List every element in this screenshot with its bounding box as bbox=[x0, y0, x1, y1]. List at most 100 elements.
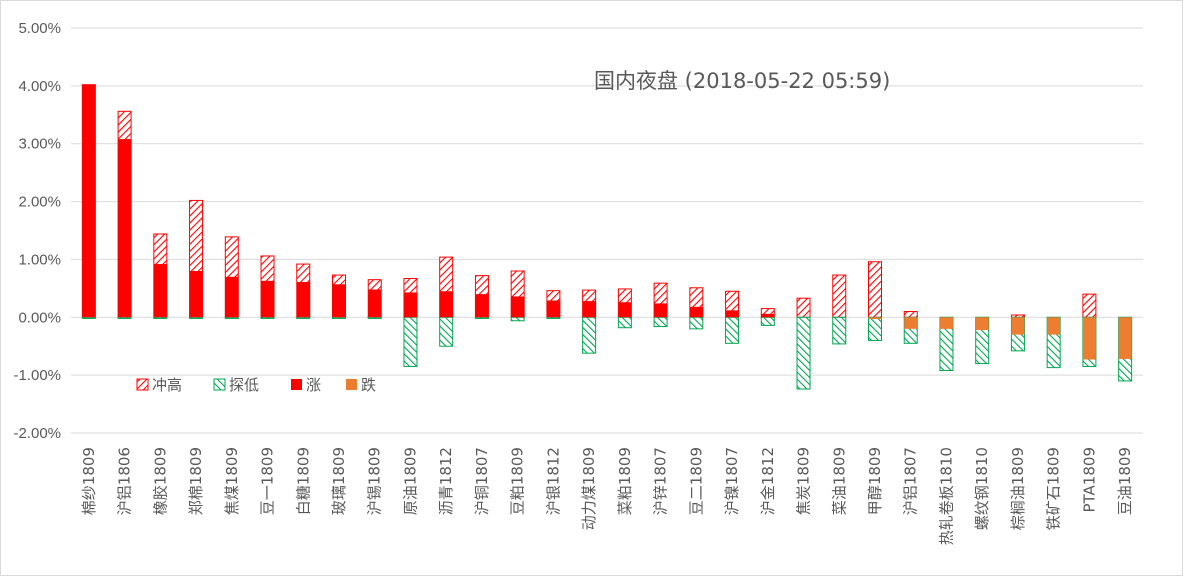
bar-group bbox=[546, 290, 561, 319]
x-axis-tick-labels: 棉纱1809 沪铝1806 橡胶1809 郑棉1809 焦煤1809 豆一1809 白糖18… bbox=[80, 447, 1134, 545]
y-tick-label: -1.00% bbox=[13, 367, 61, 384]
x-tick-label: 菜粕1809 bbox=[616, 447, 634, 515]
x-tick-label: 沪银1812 bbox=[544, 447, 562, 515]
chart-title: 国内夜盘 (2018-05-22 05:59) bbox=[594, 69, 890, 93]
x-tick-label: 沥青1812 bbox=[437, 447, 455, 515]
legend-label: 探低 bbox=[229, 376, 259, 394]
x-tick-label: 原油1809 bbox=[401, 447, 419, 515]
x-tick-label: 沪镍1807 bbox=[723, 447, 741, 515]
x-tick-label: 橡胶1809 bbox=[151, 447, 169, 515]
bar-group bbox=[332, 274, 346, 319]
bars bbox=[81, 84, 1133, 390]
legend-fall: 跌 bbox=[346, 376, 376, 394]
bar-group bbox=[760, 308, 775, 326]
y-tick-label: 5.00% bbox=[18, 20, 61, 37]
bar-rise bbox=[189, 271, 203, 318]
bar-fall bbox=[939, 317, 953, 329]
bar-rise bbox=[582, 301, 596, 318]
x-tick-label: 棉纱1809 bbox=[80, 447, 98, 515]
x-tick-label: 沪锡1809 bbox=[366, 447, 384, 515]
bar-rise bbox=[654, 303, 668, 318]
bar-low bbox=[367, 316, 382, 319]
bar-low bbox=[653, 316, 668, 328]
bar-low bbox=[117, 316, 132, 319]
legend-swatch bbox=[346, 379, 357, 390]
x-tick-label: 郑棉1809 bbox=[187, 447, 205, 515]
bar-low bbox=[689, 316, 704, 330]
bar-group bbox=[975, 316, 990, 365]
legend-label: 冲高 bbox=[152, 376, 182, 394]
bar-high bbox=[903, 311, 918, 318]
bar-low bbox=[81, 316, 96, 319]
y-tick-label: 1.00% bbox=[18, 251, 61, 268]
bar-low bbox=[546, 316, 561, 319]
legend-swatch bbox=[291, 379, 302, 390]
bar-group bbox=[653, 282, 668, 328]
bar-low bbox=[332, 316, 346, 319]
bar-group bbox=[260, 255, 275, 319]
bar-group bbox=[510, 270, 525, 322]
bar-rise bbox=[546, 300, 560, 318]
x-tick-label: 沪铝1807 bbox=[902, 447, 920, 515]
bar-low bbox=[439, 316, 454, 347]
bar-low bbox=[189, 316, 204, 319]
bar-group bbox=[1082, 293, 1097, 367]
bar-group bbox=[117, 110, 132, 319]
bar-rise bbox=[118, 139, 132, 318]
y-tick-label: 2.00% bbox=[18, 194, 61, 211]
x-tick-label: 螺纹钢1810 bbox=[973, 447, 991, 530]
bar-group bbox=[582, 289, 597, 354]
bar-group bbox=[474, 275, 489, 319]
x-tick-label: 菜油1809 bbox=[830, 447, 848, 515]
legend-swatch bbox=[213, 378, 226, 391]
bar-group bbox=[224, 236, 239, 319]
bar-rise bbox=[403, 292, 417, 318]
bar-fall bbox=[1118, 317, 1132, 359]
bar-rise bbox=[689, 306, 703, 318]
bar-high bbox=[868, 261, 882, 318]
bar-group bbox=[403, 278, 418, 367]
x-tick-label: 沪金1812 bbox=[759, 447, 777, 515]
bar-low bbox=[760, 316, 775, 326]
bar-low bbox=[510, 316, 525, 322]
bar-group bbox=[1046, 316, 1061, 369]
bar-fall bbox=[975, 317, 989, 331]
bar-group bbox=[832, 274, 847, 345]
bar-low bbox=[224, 316, 239, 319]
bar-fall bbox=[868, 317, 882, 320]
x-tick-label: 玻璃1809 bbox=[330, 447, 348, 515]
bar-fall bbox=[1082, 317, 1096, 360]
bar-low bbox=[868, 316, 882, 341]
bar-low bbox=[832, 316, 847, 345]
x-tick-label: 棕榈油1809 bbox=[1009, 447, 1027, 530]
bar-group bbox=[617, 288, 632, 329]
bar-fall bbox=[1047, 317, 1061, 335]
bar-fall bbox=[904, 317, 918, 329]
bar-rise bbox=[439, 291, 453, 318]
bar-low bbox=[260, 316, 275, 319]
bar-rise bbox=[82, 84, 96, 318]
y-axis-tick-labels: 5.00% 4.00% 3.00% 2.00% 1.00% 0.00% -1.00% -2.0… bbox=[13, 20, 61, 442]
legend-rise: 涨 bbox=[291, 376, 321, 394]
bar-low bbox=[296, 316, 311, 319]
bar-group bbox=[296, 263, 311, 319]
x-tick-label: 豆粕1809 bbox=[509, 447, 527, 515]
legend-label: 涨 bbox=[306, 376, 321, 394]
y-tick-label: 3.00% bbox=[18, 136, 61, 153]
bar-group bbox=[189, 199, 204, 319]
x-tick-label: PTA1809 bbox=[1080, 447, 1098, 512]
bar-rise bbox=[761, 313, 775, 318]
legend-high: 冲高 bbox=[136, 376, 182, 394]
bar-low bbox=[153, 316, 168, 319]
x-tick-label: 热轧卷板1810 bbox=[937, 447, 955, 545]
bar-group bbox=[725, 290, 740, 344]
bar-low bbox=[796, 316, 811, 390]
x-tick-label: 动力煤1809 bbox=[580, 447, 598, 530]
bar-fall bbox=[1011, 317, 1025, 335]
bar-group bbox=[1010, 314, 1025, 352]
x-tick-label: 白糖1809 bbox=[294, 447, 312, 515]
bar-group bbox=[367, 279, 382, 319]
bar-rise bbox=[153, 264, 167, 318]
x-tick-label: 甲醇1809 bbox=[866, 447, 884, 515]
